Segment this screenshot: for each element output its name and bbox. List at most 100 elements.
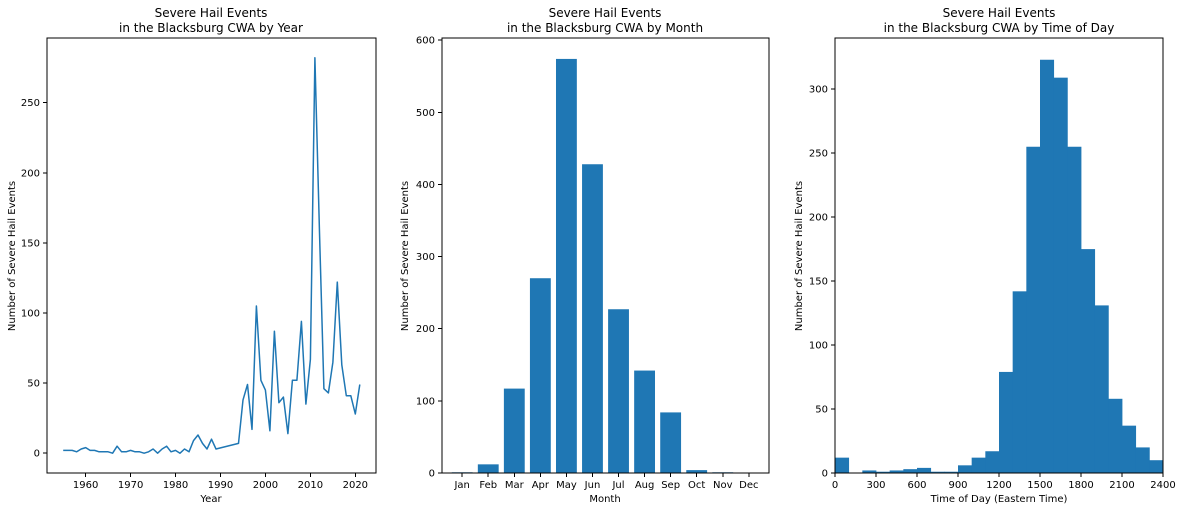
- bar-month-mar: [503, 388, 525, 473]
- bar-month-oct: [686, 470, 708, 473]
- x-tick-label-month: Jan: [453, 480, 469, 491]
- y-tick-label-year: 50: [27, 379, 40, 390]
- histogram-bar-time: [1122, 425, 1137, 473]
- y-tick-label-time: 300: [809, 85, 828, 96]
- x-tick-label-time: 2400: [1150, 480, 1175, 491]
- y-tick-label-year: 150: [21, 238, 40, 249]
- histogram-bar-time: [1026, 146, 1041, 473]
- y-tick-label-time: 50: [815, 405, 828, 416]
- histogram-bar-time: [1040, 59, 1055, 473]
- y-tick-label-month: 200: [416, 324, 435, 335]
- histogram-bar-time: [903, 469, 918, 473]
- time-histogram-marks: [835, 59, 1164, 473]
- bar-month-jun: [582, 164, 603, 473]
- month-x-ticks: Jan Feb Mar Apr May Jun Jul Aug Sep Oct Nov Dec: [453, 473, 758, 491]
- x-tick-label-month: Oct: [688, 480, 705, 491]
- histogram-bar-time: [985, 451, 1000, 473]
- histogram-bar-time: [1067, 146, 1082, 473]
- time-y-ticks: 0 50 100 150 200 250 300: [809, 85, 835, 480]
- histogram-bar-time: [930, 471, 945, 473]
- chart-panel-by-month: Severe Hail Events in the Blacksburg CWA…: [400, 6, 770, 505]
- y-tick-label-time: 250: [809, 149, 828, 160]
- y-tick-label-time: 100: [809, 341, 828, 352]
- y-tick-label-year: 200: [21, 168, 40, 179]
- year-line-marks: [63, 57, 361, 454]
- histogram-bar-time: [999, 371, 1014, 473]
- y-axis-label-month: Number of Severe Hail Events: [400, 181, 411, 331]
- x-tick-label-month: Apr: [532, 480, 550, 491]
- histogram-bar-time: [1094, 305, 1109, 473]
- histogram-bar-time: [1053, 77, 1068, 473]
- x-tick-label-year: 1980: [163, 480, 188, 491]
- histogram-bar-time: [944, 471, 959, 473]
- histogram-bar-time: [1108, 398, 1123, 473]
- bar-month-aug: [634, 370, 656, 473]
- y-tick-label-time: 150: [809, 277, 828, 288]
- y-axis-label-time: Number of Severe Hail Events: [794, 181, 805, 331]
- y-tick-label-month: 0: [429, 469, 435, 480]
- chart-title-month-line1: Severe Hail Events: [549, 6, 662, 20]
- year-y-ticks: 0 50 100 150 200 250: [21, 98, 47, 460]
- y-tick-label-month: 500: [416, 108, 435, 119]
- chart-panel-by-time-of-day: Severe Hail Events in the Blacksburg CWA…: [794, 6, 1176, 505]
- x-tick-label-year: 2000: [253, 480, 278, 491]
- x-tick-label-month: Sep: [661, 480, 680, 491]
- y-tick-label-month: 400: [416, 180, 435, 191]
- x-tick-label-month: Dec: [739, 480, 758, 491]
- year-axes-frame: [46, 37, 377, 474]
- y-tick-label-year: 250: [21, 98, 40, 109]
- chart-title-year-line1: Severe Hail Events: [155, 6, 268, 20]
- x-tick-label-year: 2010: [298, 480, 323, 491]
- x-tick-label-time: 300: [866, 480, 885, 491]
- histogram-bar-time: [862, 470, 877, 473]
- chart-title-year-line2: in the Blacksburg CWA by Year: [119, 21, 303, 35]
- x-tick-label-month: Mar: [505, 480, 525, 491]
- chart-title-time-line1: Severe Hail Events: [943, 6, 1056, 20]
- x-axis-label-time: Time of Day (Eastern Time): [930, 494, 1068, 505]
- x-tick-label-month: Nov: [713, 480, 733, 491]
- x-tick-label-year: 1970: [118, 480, 143, 491]
- x-tick-label-time: 1200: [986, 480, 1011, 491]
- chart-title-month-line2: in the Blacksburg CWA by Month: [507, 21, 703, 35]
- x-tick-label-time: 1800: [1068, 480, 1093, 491]
- histogram-bar-time: [1135, 447, 1150, 473]
- y-tick-label-month: 300: [416, 252, 435, 263]
- y-axis-label-year: Number of Severe Hail Events: [7, 181, 18, 331]
- y-tick-label-year: 0: [34, 449, 40, 460]
- x-tick-label-time: 900: [948, 480, 967, 491]
- x-tick-label-time: 2100: [1109, 480, 1134, 491]
- x-tick-label-month: Jul: [611, 480, 624, 491]
- histogram-bar-time: [917, 467, 932, 473]
- chart-title-time-line2: in the Blacksburg CWA by Time of Day: [884, 21, 1115, 35]
- bar-month-jul: [608, 309, 629, 473]
- histogram-bar-time: [971, 457, 986, 473]
- y-tick-label-month: 600: [416, 36, 435, 47]
- x-tick-label-year: 1990: [208, 480, 233, 491]
- x-axis-label-month: Month: [589, 494, 620, 505]
- x-tick-label-year: 2020: [343, 480, 368, 491]
- year-x-ticks: 1960 1970 1980 1990 2000 2010 2020: [73, 473, 368, 491]
- month-y-ticks: 0 100 200 300 400 500 600: [416, 36, 442, 480]
- time-x-ticks: 0 300 600 900 1200 1500 1800 2100 2400: [832, 473, 1176, 491]
- month-axes-frame: [441, 37, 770, 474]
- x-tick-label-time: 600: [907, 480, 926, 491]
- histogram-bar-time: [835, 457, 850, 473]
- x-tick-label-time: 0: [832, 480, 838, 491]
- histogram-bar-time: [1012, 291, 1027, 473]
- histogram-bar-time: [889, 470, 904, 473]
- histogram-bar-time: [1149, 460, 1164, 473]
- bar-month-apr: [529, 278, 551, 473]
- x-tick-label-month: Feb: [479, 480, 497, 491]
- month-bar-marks: [451, 58, 734, 473]
- bar-month-sep: [660, 412, 682, 473]
- x-tick-label-month: Jun: [584, 480, 601, 491]
- y-tick-label-month: 100: [416, 396, 435, 407]
- chart-panel-by-year: Severe Hail Events in the Blacksburg CWA…: [7, 6, 377, 505]
- y-tick-label-time: 0: [822, 469, 828, 480]
- series-line-year: [63, 57, 361, 454]
- x-tick-label-month: Aug: [635, 480, 655, 491]
- x-tick-label-month: May: [556, 480, 577, 491]
- bar-month-may: [555, 58, 577, 473]
- x-tick-label-year: 1960: [73, 480, 98, 491]
